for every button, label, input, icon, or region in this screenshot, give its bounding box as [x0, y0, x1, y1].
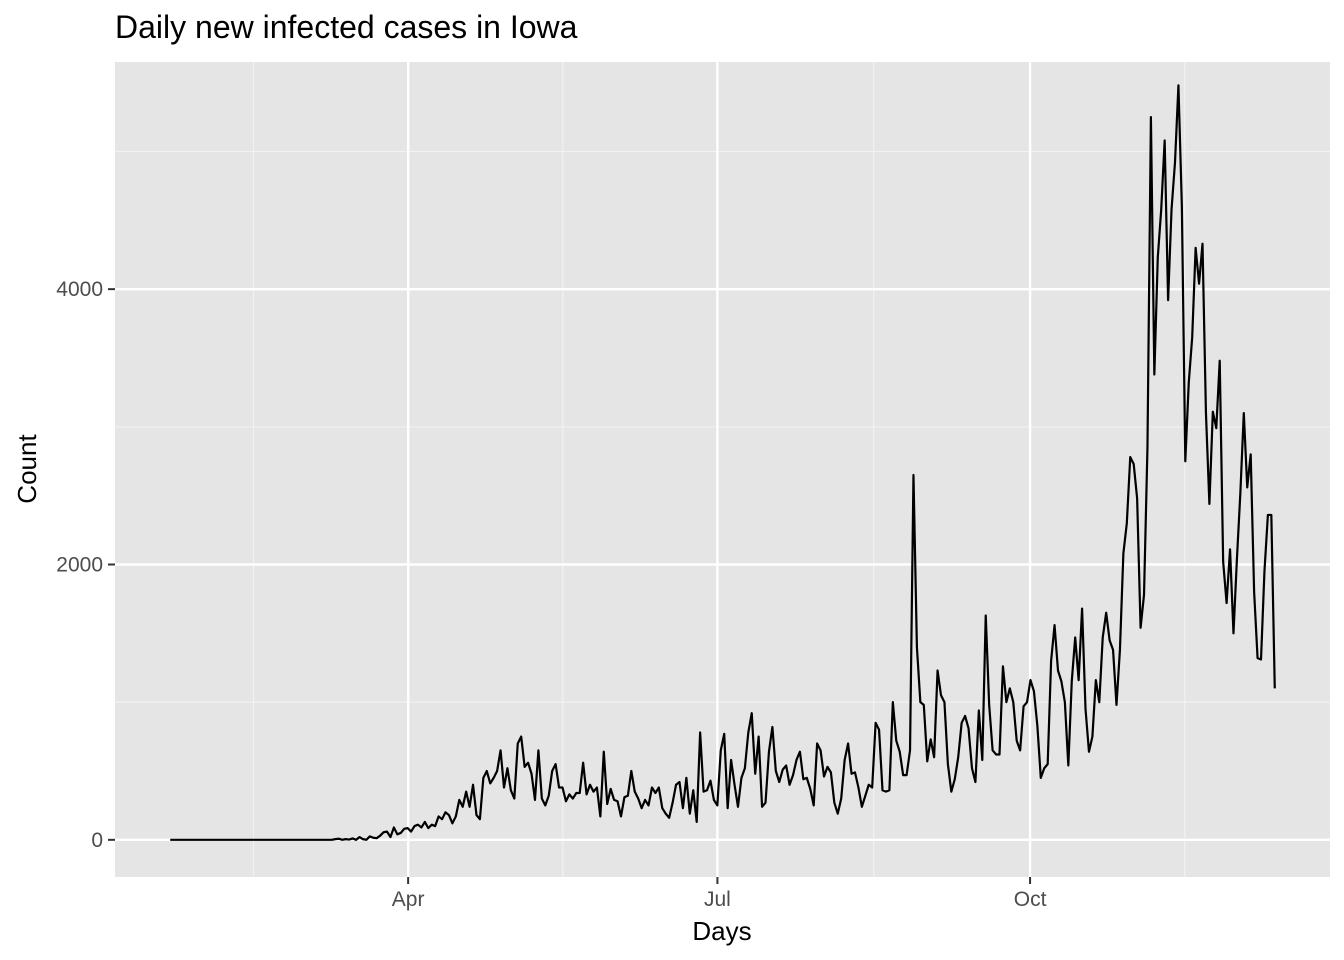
y-tick-label: 2000: [56, 553, 103, 576]
x-tick-label: Oct: [1014, 888, 1047, 911]
y-tick-label: 4000: [56, 278, 103, 301]
x-tick-label: Jul: [704, 888, 731, 911]
x-axis: Apr Jul Oct: [392, 877, 1047, 911]
x-axis-title: Days: [692, 916, 751, 946]
minor-gridlines: [115, 62, 1330, 877]
y-tick-label: 0: [91, 829, 103, 852]
y-axis: 0 2000 4000: [56, 278, 115, 852]
y-axis-title: Count: [12, 434, 42, 504]
chart-title: Daily new infected cases in Iowa: [115, 9, 578, 45]
series-line: [170, 84, 1276, 841]
x-tick-label: Apr: [392, 888, 425, 911]
